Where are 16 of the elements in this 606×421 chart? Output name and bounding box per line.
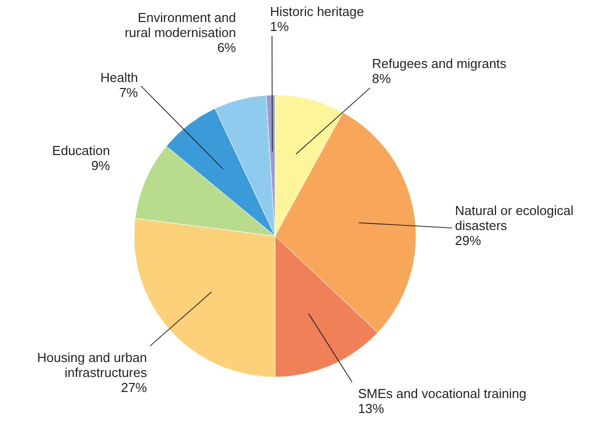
slice-label: Education: [52, 143, 110, 158]
data-label: 29%: [455, 233, 482, 248]
data-label: 1%: [270, 19, 290, 34]
slice-label: Refugees and migrants: [372, 56, 507, 71]
slice-label: Historic heritage: [270, 4, 364, 19]
slice-label: Housing and urban infrastructures: [37, 350, 148, 380]
data-label: 13%: [358, 401, 384, 416]
data-label: 27%: [120, 380, 148, 395]
data-label: 8%: [372, 71, 392, 86]
slice-label: Environment and rural modernisation: [124, 10, 236, 40]
data-label: 6%: [217, 40, 236, 55]
slice-label: Health: [100, 70, 138, 85]
data-label: 7%: [119, 85, 138, 100]
slice-label: SMEs and vocational training: [358, 386, 526, 401]
slice-label: Natural or ecological disasters: [455, 203, 574, 233]
data-label: 9%: [91, 158, 110, 173]
